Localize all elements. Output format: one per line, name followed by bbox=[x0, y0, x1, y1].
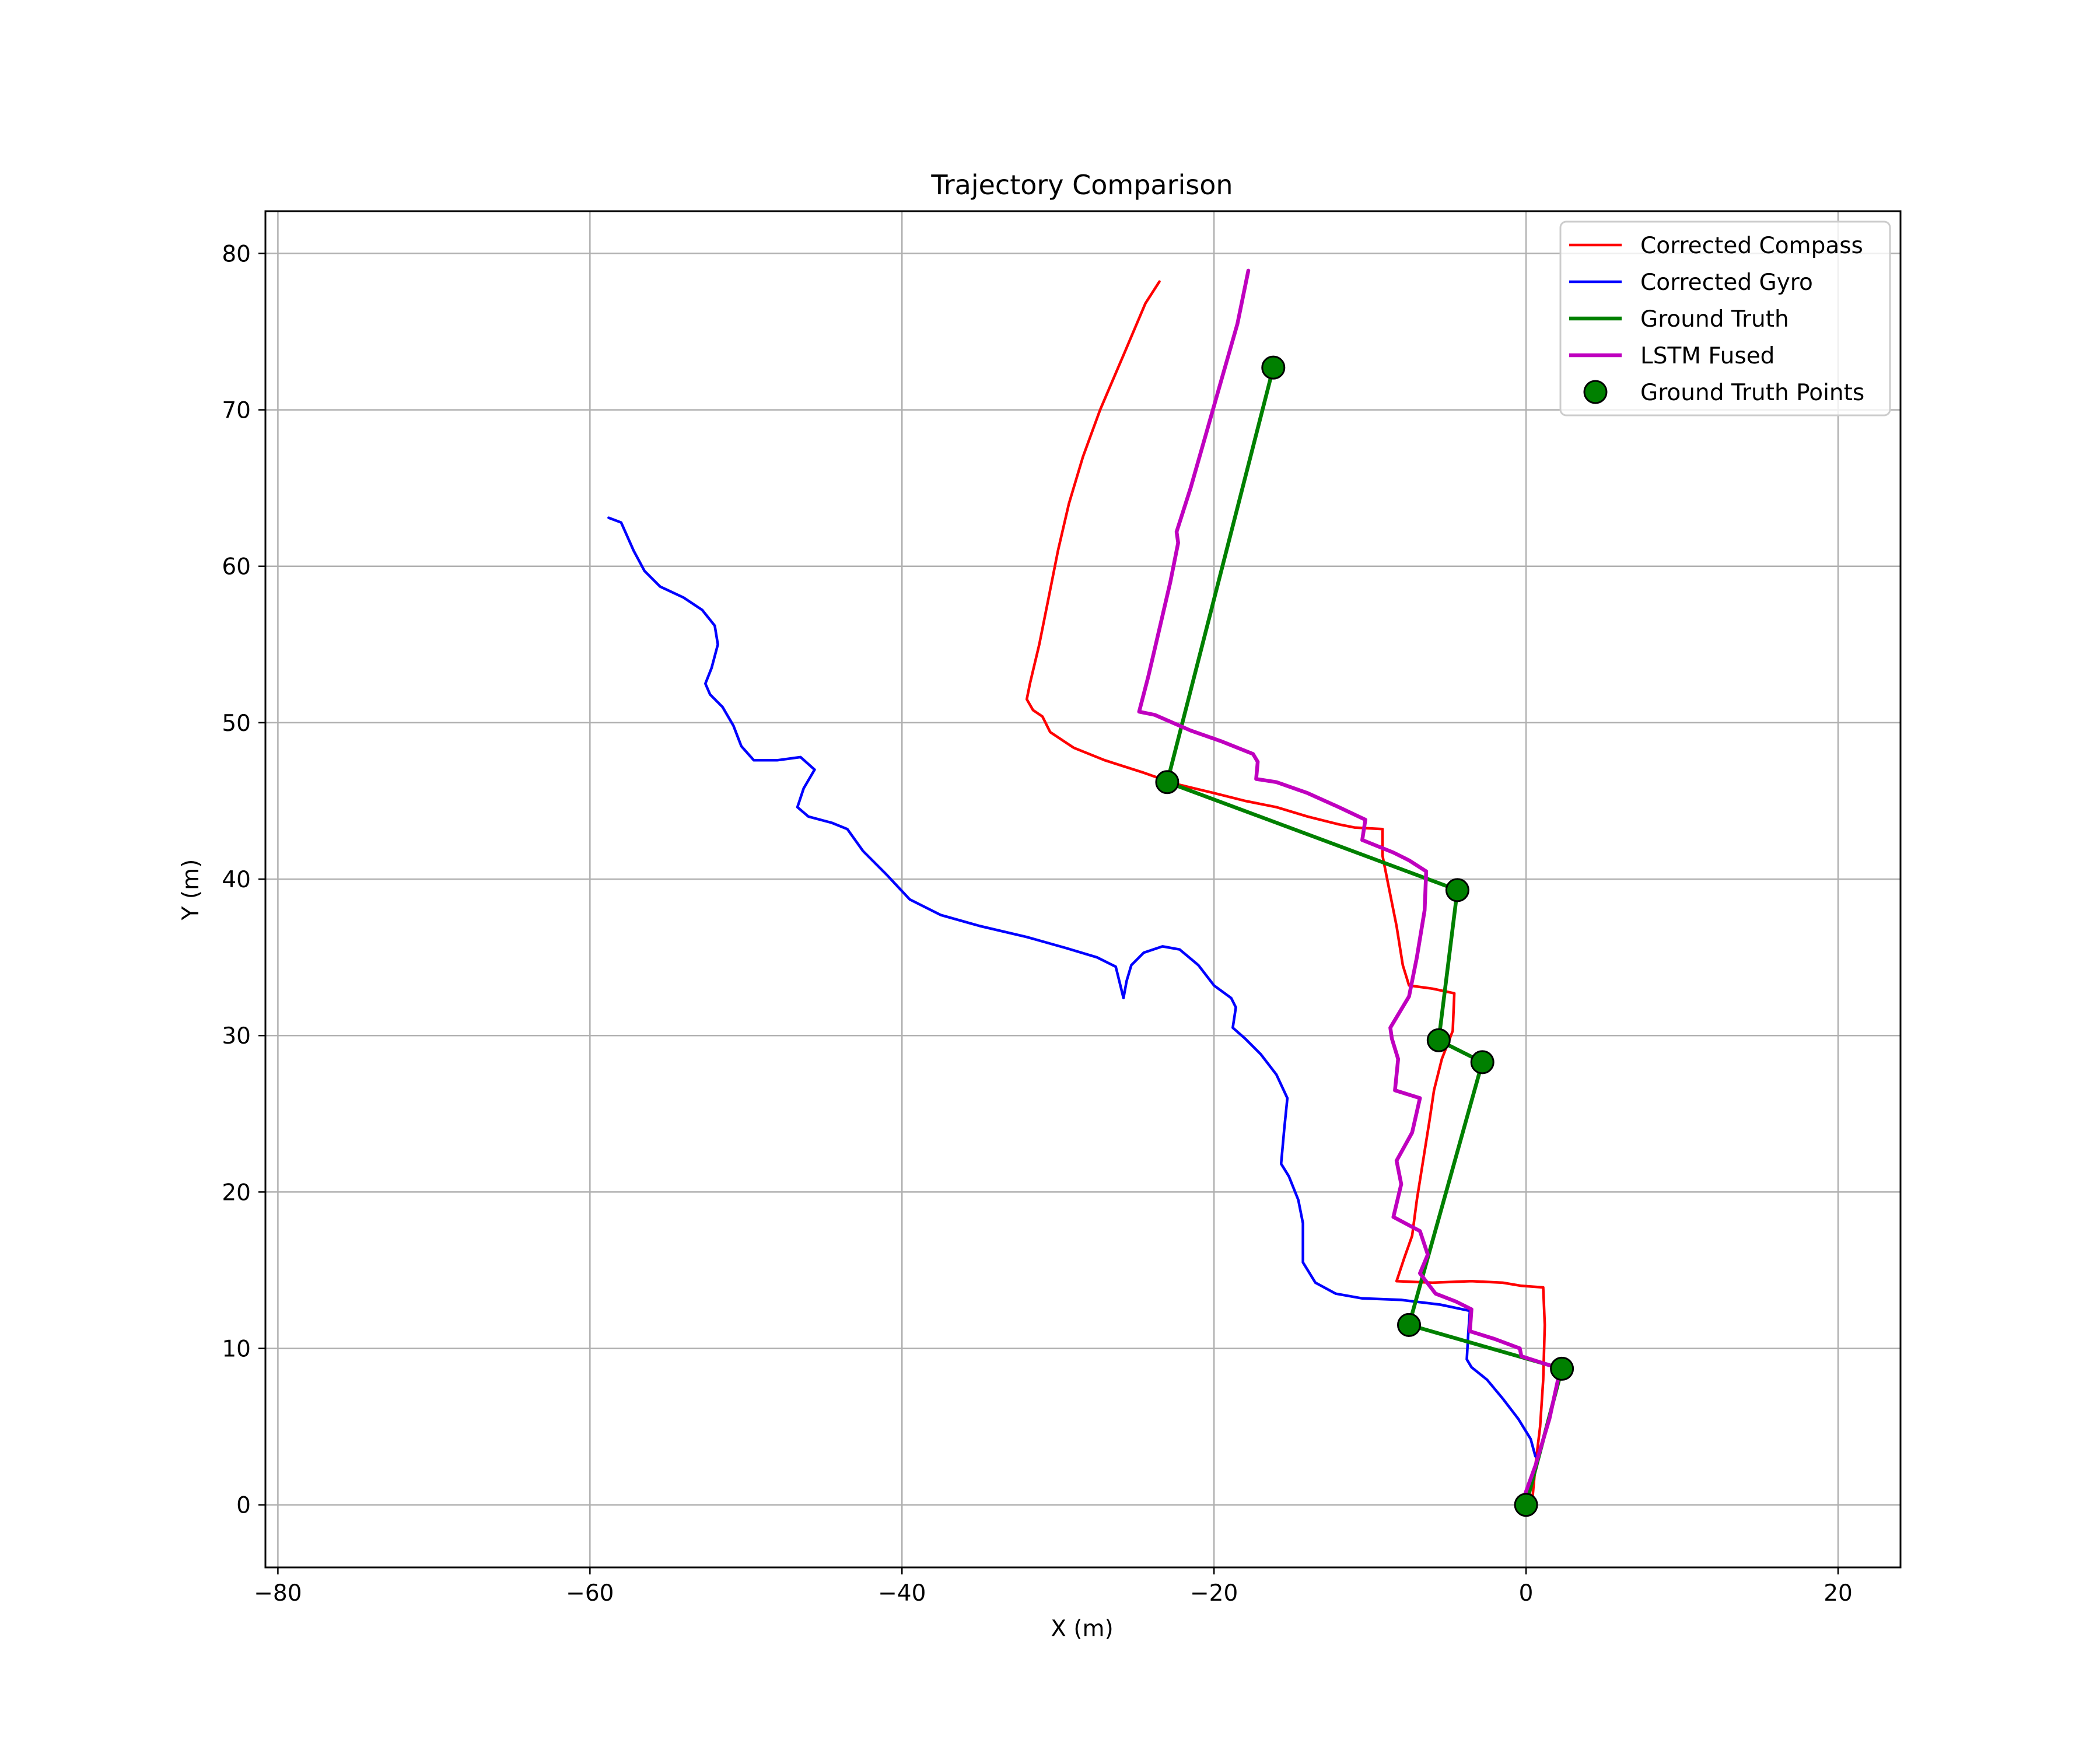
legend-label-lstm-fused: LSTM Fused bbox=[1640, 343, 1774, 369]
legend-label-ground-truth-points: Ground Truth Points bbox=[1640, 380, 1864, 406]
y-axis-label: Y (m) bbox=[178, 859, 204, 921]
x-tick-label: 0 bbox=[1519, 1580, 1534, 1606]
x-tick-label: −40 bbox=[878, 1580, 926, 1606]
legend: Corrected Compass Corrected Gyro Ground Tr… bbox=[1559, 220, 1891, 416]
ground-truth-point bbox=[1550, 1356, 1574, 1381]
ground-truth-point bbox=[1155, 770, 1180, 794]
y-tick-label: 0 bbox=[236, 1493, 251, 1519]
legend-box bbox=[1559, 220, 1891, 416]
ground-truth-point bbox=[1470, 1050, 1494, 1074]
legend-label-corrected-gyro: Corrected Gyro bbox=[1640, 270, 1813, 296]
lstm-fused-line bbox=[1137, 268, 1563, 1502]
ground-truth-point bbox=[1445, 878, 1469, 902]
x-tick-label: 20 bbox=[1824, 1580, 1853, 1606]
corrected-compass-line bbox=[1025, 280, 1546, 1502]
legend-label-corrected-compass: Corrected Compass bbox=[1640, 233, 1863, 259]
y-tick-label: 60 bbox=[222, 554, 251, 580]
x-tick-label: −60 bbox=[566, 1580, 614, 1606]
ground-truth-point bbox=[1426, 1028, 1451, 1052]
x-tick-label: −80 bbox=[254, 1580, 302, 1606]
legend-label-ground-truth: Ground Truth bbox=[1640, 306, 1789, 332]
x-tick-label: −20 bbox=[1190, 1580, 1238, 1606]
y-tick-label: 20 bbox=[222, 1180, 251, 1206]
y-tick-label: 80 bbox=[222, 241, 251, 267]
ground-truth-point bbox=[1514, 1493, 1538, 1517]
corrected-gyro-line bbox=[607, 516, 1537, 1458]
axis-ticks: −80 −60 −40 −20 0 20 0 10 20 30 40 50 60 70 80 bbox=[222, 241, 1852, 1606]
x-axis-label: X (m) bbox=[1051, 1616, 1114, 1642]
grid-lines bbox=[265, 211, 1901, 1567]
y-tick-label: 30 bbox=[222, 1023, 251, 1049]
plot-frame bbox=[264, 210, 1902, 1569]
y-tick-label: 40 bbox=[222, 867, 251, 893]
ground-truth-point bbox=[1396, 1312, 1421, 1337]
y-tick-label: 70 bbox=[222, 398, 251, 424]
plot-series bbox=[607, 268, 1574, 1517]
legend-marker-ground-truth-points bbox=[1583, 380, 1608, 404]
chart-title: Trajectory Comparison bbox=[930, 169, 1233, 201]
ground-truth-point bbox=[1261, 355, 1286, 380]
y-tick-label: 10 bbox=[222, 1336, 251, 1363]
y-tick-label: 50 bbox=[222, 710, 251, 737]
